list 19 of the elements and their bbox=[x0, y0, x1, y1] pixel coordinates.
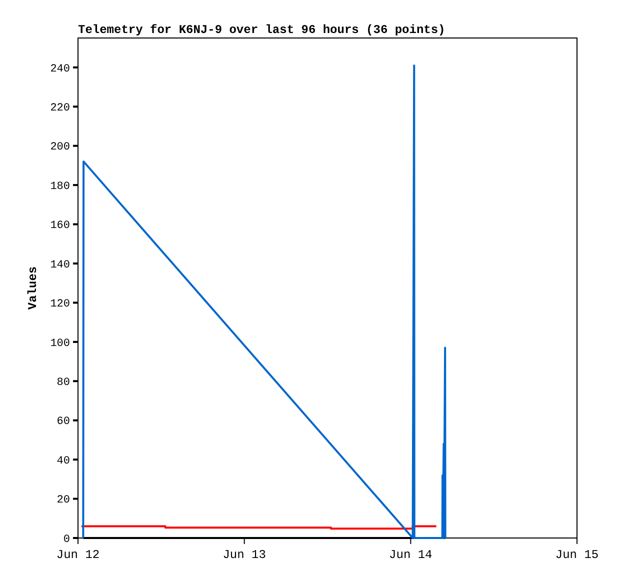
x-tick-label: Jun 12 bbox=[56, 548, 100, 562]
y-tick-label: 0 bbox=[63, 534, 70, 546]
y-tick-label: 180 bbox=[50, 180, 70, 193]
y-tick-label: 140 bbox=[50, 259, 70, 272]
x-tick-label: Jun 14 bbox=[389, 548, 432, 562]
y-tick-label: 100 bbox=[50, 338, 70, 350]
y-tick-label: 60 bbox=[56, 416, 70, 428]
y-tick-label: 80 bbox=[56, 376, 70, 389]
y-tick-label: 120 bbox=[50, 298, 70, 311]
y-tick-label: 240 bbox=[50, 63, 70, 76]
y-axis-title: Values bbox=[26, 266, 40, 310]
y-tick-label: 160 bbox=[50, 220, 70, 232]
y-tick-label: 220 bbox=[50, 102, 70, 114]
chart-title: Telemetry for K6NJ-9 over last 96 hours (36 points) bbox=[78, 23, 446, 37]
x-tick-label: Jun 15 bbox=[555, 548, 599, 562]
y-tick-label: 200 bbox=[50, 142, 70, 154]
x-tick-label: Jun 13 bbox=[222, 548, 266, 562]
y-tick-label: 40 bbox=[56, 455, 70, 468]
y-tick-label: 20 bbox=[56, 494, 70, 507]
